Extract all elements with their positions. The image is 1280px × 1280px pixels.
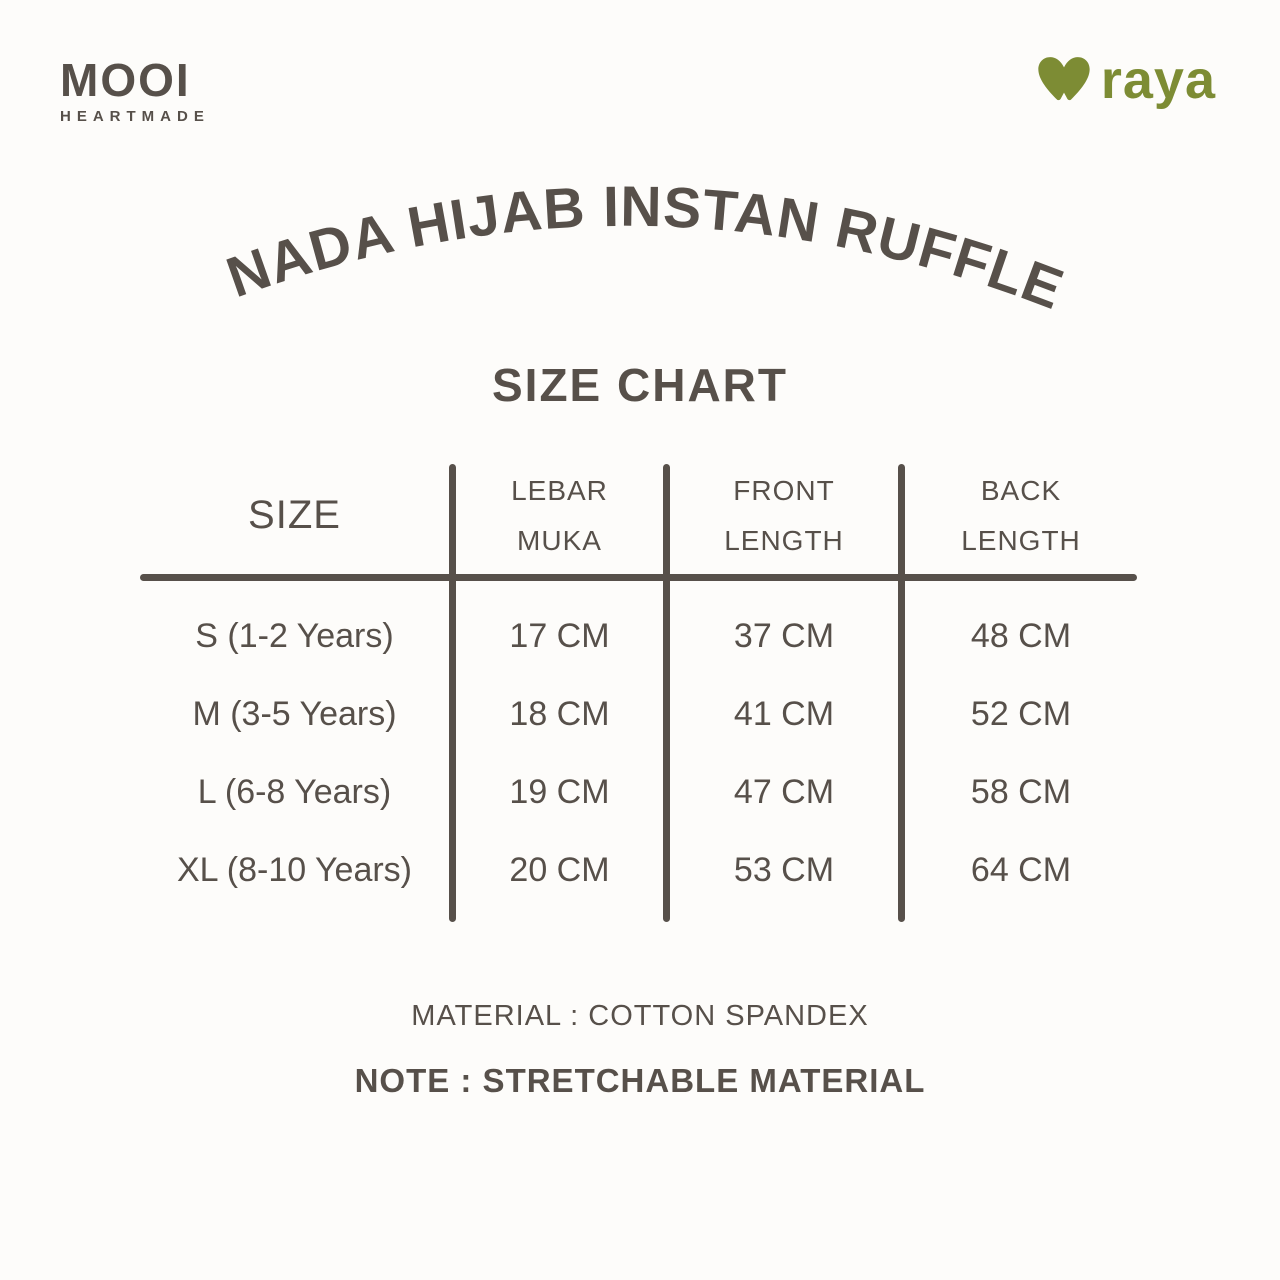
column-header-line: BACK [980, 475, 1062, 506]
column-header-front-length: FRONT LENGTH [670, 466, 898, 566]
note-info: NOTE : STRETCHABLE MATERIAL [354, 1062, 926, 1099]
material-info: MATERIAL : COTTON SPANDEX [411, 1000, 869, 1032]
cell-back-length: 48 CM [970, 617, 1072, 655]
raya-logo-name: raya [1100, 50, 1216, 110]
column-header-line: LENGTH [724, 525, 844, 556]
cell-lebar-muka: 17 CM [509, 617, 610, 655]
cell-front-length: 53 CM [733, 851, 835, 889]
mooi-logo: MOOI HEARTMADE [60, 56, 210, 125]
cell-back-length: 64 CM [970, 851, 1072, 889]
row-size-label: XL (8-10 Years) [177, 851, 412, 889]
mooi-logo-name: MOOI [60, 54, 191, 106]
column-header-lebar-muka: LEBAR MUKA [456, 466, 663, 566]
table-divider-vertical-3 [898, 464, 905, 922]
column-header-back-length: BACK LENGTH [905, 466, 1137, 566]
cell-lebar-muka: 19 CM [509, 773, 610, 811]
cell-back-length: 52 CM [970, 695, 1072, 733]
svg-text:NADA HIJAB INSTAN RUFFLE: NADA HIJAB INSTAN RUFFLE [219, 175, 1072, 322]
column-header-line: FRONT [733, 475, 835, 506]
table-divider-vertical-2 [663, 464, 670, 922]
product-title-arch: NADA HIJAB INSTAN RUFFLE [219, 175, 1072, 322]
row-size-label: M (3-5 Years) [192, 695, 397, 733]
cell-front-length: 41 CM [733, 695, 835, 733]
column-header-line: LENGTH [961, 525, 1081, 556]
raya-logo: raya [1036, 52, 1216, 108]
cell-front-length: 37 CM [733, 617, 835, 655]
table-divider-vertical-1 [449, 464, 456, 922]
cell-front-length: 47 CM [733, 773, 835, 811]
product-title: NADA HIJAB INSTAN RUFFLE [219, 175, 1071, 322]
size-chart-heading: SIZE CHART [492, 359, 788, 411]
column-header-line: MUKA [517, 525, 602, 556]
heart-icon [1036, 54, 1092, 106]
mooi-logo-subtitle: HEARTMADE [60, 108, 210, 125]
column-header-size: SIZE [248, 493, 341, 537]
table-divider-horizontal [140, 574, 1137, 581]
row-size-label: S (1-2 Years) [195, 617, 394, 655]
cell-lebar-muka: 18 CM [509, 695, 610, 733]
row-size-label: L (6-8 Years) [197, 773, 392, 811]
column-header-line: LEBAR [511, 475, 608, 506]
cell-lebar-muka: 20 CM [509, 851, 610, 889]
cell-back-length: 58 CM [970, 773, 1072, 811]
